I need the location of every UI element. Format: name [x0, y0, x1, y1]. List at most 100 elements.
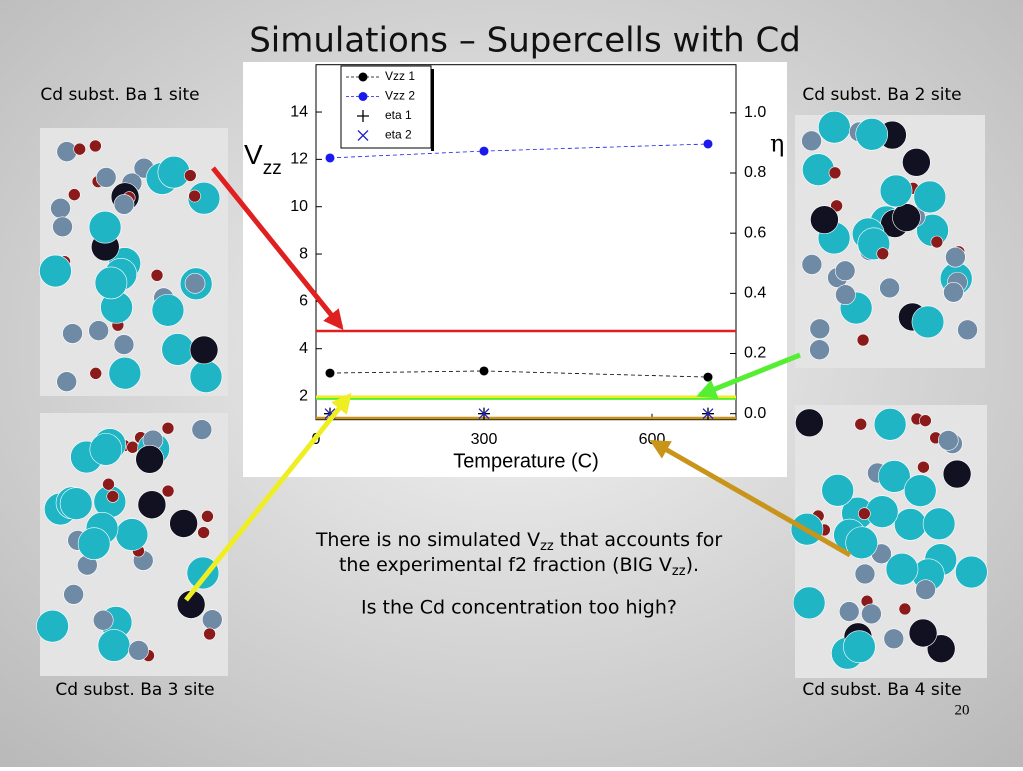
atom: [36, 609, 69, 643]
plot-frame: [315, 64, 737, 421]
atom: [161, 484, 175, 498]
y-tick-label: 4: [299, 340, 308, 357]
legend-marker: [357, 130, 369, 141]
atom: [845, 526, 878, 560]
point: [325, 153, 335, 163]
atom: [873, 408, 907, 441]
atom: [892, 203, 921, 232]
y2-tick-label: 1.0: [744, 104, 766, 121]
legend-label: Vzz 1: [385, 69, 415, 83]
atom: [63, 584, 84, 605]
atom: [201, 510, 214, 523]
atom: [113, 334, 135, 355]
atom: [792, 586, 826, 620]
atom: [150, 269, 164, 282]
page-number: 20: [955, 702, 970, 718]
atom: [126, 440, 139, 454]
atom: [903, 474, 937, 507]
note-text: There is no simulated V: [315, 529, 540, 551]
y2-axis-label: η: [770, 130, 784, 158]
atom: [894, 508, 927, 541]
atom: [902, 147, 931, 177]
y2-tick-label: 0.0: [744, 405, 766, 422]
caption: Cd subst. Ba 2 site: [802, 85, 961, 105]
atom: [184, 273, 206, 294]
atom: [77, 527, 111, 560]
atom: [835, 284, 856, 306]
atom: [838, 601, 860, 622]
atom: [203, 627, 216, 641]
legend-label: eta 2: [385, 128, 412, 142]
atom: [818, 110, 851, 144]
atom: [795, 408, 824, 438]
atom: [879, 174, 913, 208]
atom: [161, 333, 195, 366]
atom: [809, 318, 831, 340]
note: There is no simulated Vzz that accounts …: [315, 529, 723, 554]
atom: [73, 142, 86, 156]
atom: [908, 618, 938, 648]
atom: [89, 367, 103, 380]
atom: [856, 333, 870, 347]
atom: [943, 282, 964, 303]
note-text: ).: [686, 554, 699, 576]
atom: [89, 433, 123, 466]
x-axis-label: Temperature (C): [453, 450, 599, 472]
atom: [879, 277, 900, 299]
atom: [59, 487, 93, 520]
atom: [865, 495, 899, 528]
note-text: that accounts for: [554, 529, 723, 551]
caption: Cd subst. Ba 3 site: [55, 680, 214, 700]
atom: [821, 474, 854, 507]
arrow: [696, 352, 801, 399]
atom: [858, 507, 871, 520]
subscript: zz: [540, 539, 554, 554]
legend-label: eta 1: [385, 108, 412, 122]
atom: [913, 180, 947, 214]
atom: [834, 260, 856, 282]
atom: [89, 139, 102, 153]
y2-tick-label: 0.4: [744, 285, 766, 302]
atom: [915, 579, 936, 600]
y-tick-label: 2: [299, 387, 308, 404]
subscript: zz: [672, 564, 686, 579]
atom: [169, 509, 198, 538]
atom: [855, 118, 889, 151]
atom: [945, 246, 966, 268]
atom: [88, 210, 122, 244]
atom: [188, 189, 201, 203]
legend-marker: [358, 72, 368, 82]
atom: [56, 371, 77, 392]
atom: [183, 169, 197, 182]
y2-tick-label: 0.2: [744, 345, 766, 362]
y-axis-label-sub: zz: [263, 158, 282, 179]
atom: [854, 563, 876, 585]
point: [325, 368, 335, 378]
atom: [151, 293, 185, 327]
atom: [922, 507, 956, 541]
note-text: the experimental f2 fraction (BIG V: [339, 554, 672, 576]
arrow: [649, 439, 852, 558]
atom: [898, 602, 912, 616]
atom: [828, 166, 842, 180]
atom: [201, 609, 223, 630]
point: [703, 139, 713, 149]
atom: [161, 421, 175, 435]
atom: [106, 490, 120, 503]
caption: Cd subst. Ba 1 site: [40, 85, 199, 105]
atom: [68, 188, 81, 201]
atom: [917, 460, 930, 474]
atom: [876, 247, 890, 261]
atom: [128, 640, 149, 661]
atom: [52, 216, 73, 238]
caption: Cd subst. Ba 4 site: [802, 680, 961, 700]
atom: [843, 630, 876, 664]
y-axis-label: Vzz: [244, 139, 282, 179]
atom: [135, 444, 164, 474]
atom: [809, 339, 830, 361]
atom: [62, 323, 83, 344]
atom: [108, 356, 142, 390]
atom: [885, 552, 919, 586]
